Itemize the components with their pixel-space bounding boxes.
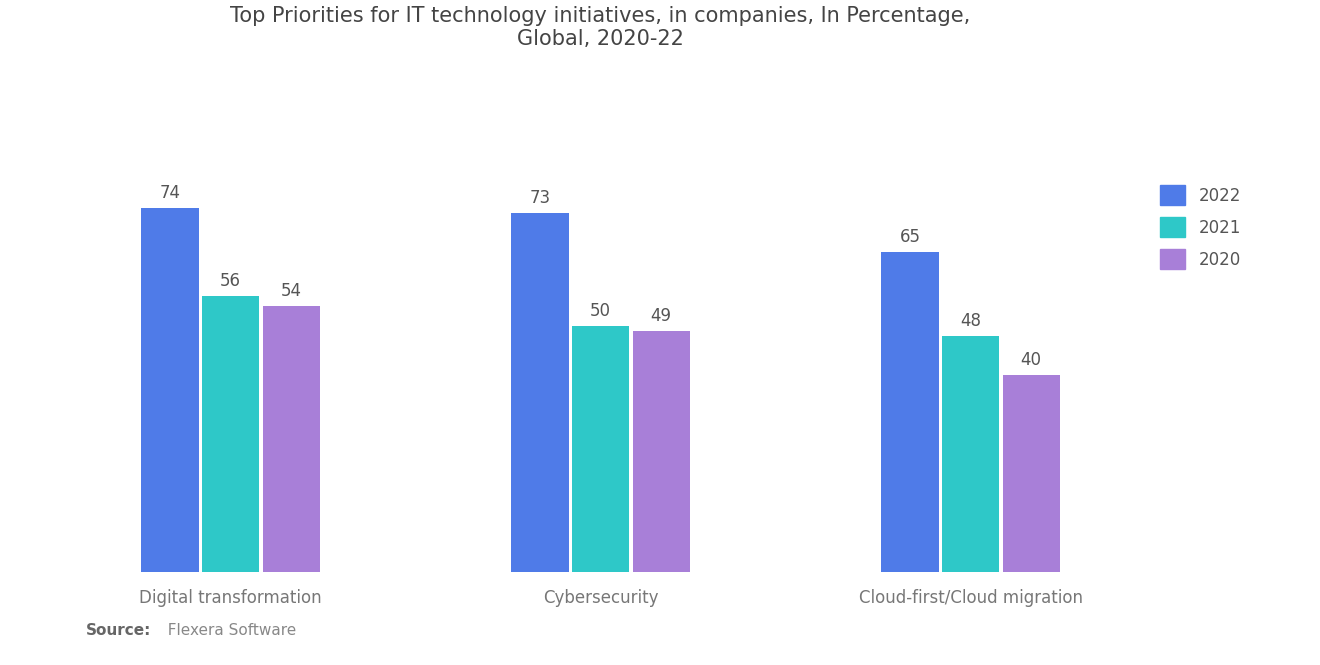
Text: 49: 49 (651, 307, 672, 325)
Legend: 2022, 2021, 2020: 2022, 2021, 2020 (1152, 177, 1249, 278)
Text: 73: 73 (529, 189, 550, 207)
Bar (882, 252, 939, 572)
Title: Top Priorities for IT technology initiatives, in companies, In Percentage,
Globa: Top Priorities for IT technology initiat… (231, 6, 970, 49)
Bar (141, 207, 198, 572)
Bar (263, 306, 319, 572)
Text: 48: 48 (960, 312, 981, 330)
Bar (1003, 375, 1060, 572)
Bar (942, 336, 999, 572)
Text: Flexera Software: Flexera Software (158, 623, 297, 638)
Text: 50: 50 (590, 302, 611, 320)
Bar (572, 326, 630, 572)
Text: 40: 40 (1020, 351, 1041, 369)
Bar (511, 213, 569, 572)
Text: 54: 54 (281, 282, 302, 301)
Text: 74: 74 (160, 184, 181, 202)
Text: 56: 56 (220, 273, 242, 291)
Text: Source:: Source: (86, 623, 152, 638)
Bar (632, 331, 690, 572)
Bar (202, 297, 259, 572)
Text: 65: 65 (899, 228, 920, 246)
